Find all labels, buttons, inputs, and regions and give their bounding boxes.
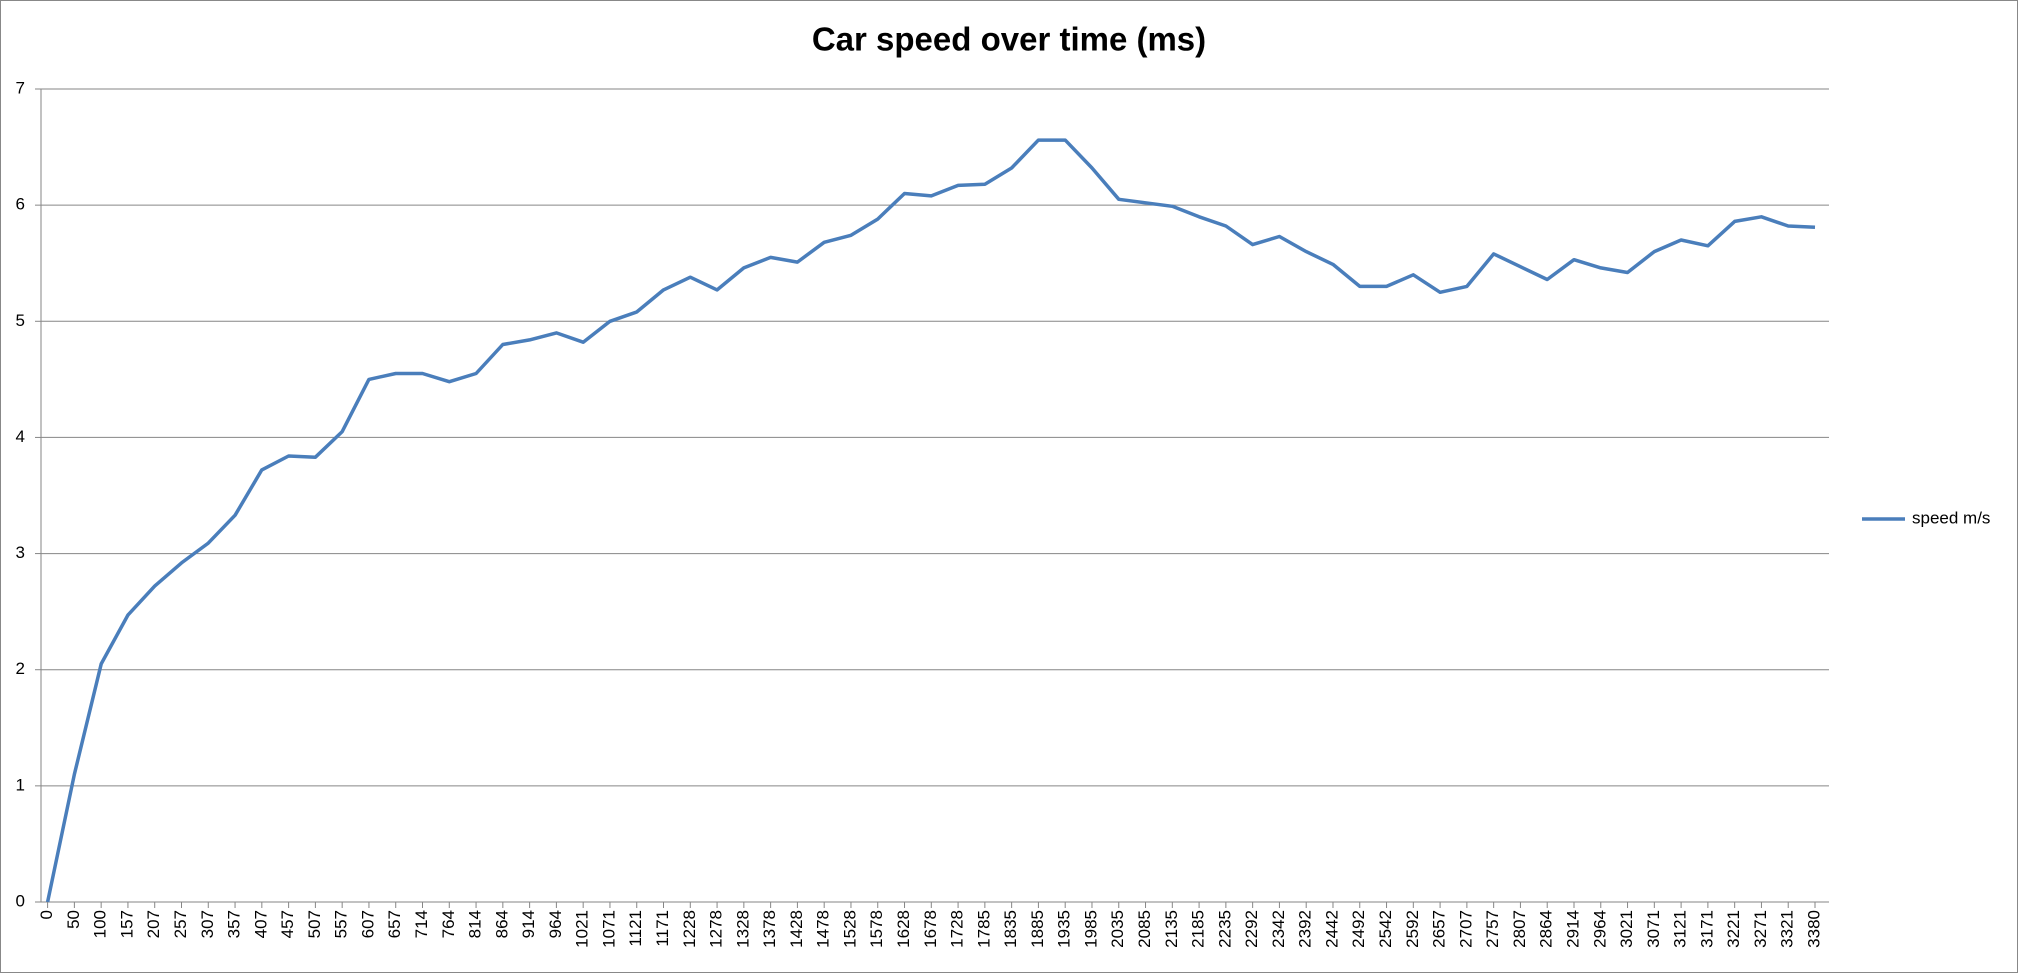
y-tick-label: 0 [16, 891, 25, 910]
y-tick-label: 2 [16, 659, 25, 678]
x-tick-label: 764 [439, 910, 458, 938]
x-tick-label: 0 [37, 910, 56, 919]
x-tick-label: 1478 [814, 910, 833, 948]
x-tick-label: 407 [251, 910, 270, 938]
x-tick-label: 1528 [840, 910, 859, 948]
x-tick-label: 607 [358, 910, 377, 938]
x-tick-label: 2707 [1456, 910, 1475, 948]
x-tick-label: 457 [278, 910, 297, 938]
x-tick-label: 1428 [787, 910, 806, 948]
series-line [45, 138, 1816, 903]
x-tick-label: 1071 [599, 910, 618, 948]
x-tick-label: 3171 [1697, 910, 1716, 948]
x-tick-label: 3380 [1804, 910, 1823, 948]
x-tick-label: 357 [225, 910, 244, 938]
x-tick-label: 914 [519, 910, 538, 938]
x-tick-label: 1171 [653, 910, 672, 947]
x-tick-label: 1985 [1081, 910, 1100, 948]
x-tick-label: 1378 [760, 910, 779, 948]
x-tick-label: 2442 [1322, 910, 1341, 948]
x-tick-label: 2035 [1108, 910, 1127, 948]
x-tick-label: 2085 [1135, 910, 1154, 948]
x-tick-label: 2135 [1162, 910, 1181, 948]
x-tick-label: 3221 [1724, 910, 1743, 948]
x-tick-label: 2964 [1590, 910, 1609, 948]
x-tick-label: 2592 [1403, 910, 1422, 948]
x-tick-label: 2542 [1376, 910, 1395, 948]
x-tick-label: 207 [144, 910, 163, 938]
x-tick-label: 557 [332, 910, 351, 938]
x-tick-label: 100 [91, 910, 110, 938]
x-tick-label: 1628 [894, 910, 913, 948]
y-tick-label: 6 [16, 195, 25, 214]
x-tick-label: 2342 [1269, 910, 1288, 948]
y-tick-label: 7 [16, 78, 25, 97]
x-tick-label: 714 [412, 910, 431, 938]
x-tick-label: 1578 [867, 910, 886, 948]
x-tick-label: 507 [305, 910, 324, 938]
x-tick-label: 2235 [1215, 910, 1234, 948]
x-tick-label: 2757 [1483, 910, 1502, 948]
x-tick-label: 964 [546, 910, 565, 938]
x-tick-label: 307 [198, 910, 217, 938]
x-tick-label: 1121 [626, 910, 645, 947]
y-tick-label: 3 [16, 543, 25, 562]
x-tick-label: 157 [117, 910, 136, 938]
x-tick-label: 864 [492, 910, 511, 938]
x-tick-label: 2185 [1189, 910, 1208, 948]
chart-title: Car speed over time (ms) [812, 21, 1206, 58]
x-tick-label: 1678 [921, 910, 940, 948]
x-tick-label: 3271 [1751, 910, 1770, 948]
y-tick-label: 5 [16, 311, 25, 330]
x-tick-label: 3321 [1778, 910, 1797, 948]
x-tick-label: 1328 [733, 910, 752, 948]
y-tick-label: 4 [16, 427, 25, 446]
x-tick-label: 50 [64, 910, 83, 929]
x-tick-label: 1785 [974, 910, 993, 948]
y-tick-label: 1 [16, 775, 25, 794]
x-tick-label: 814 [466, 910, 485, 938]
x-tick-label: 2914 [1563, 910, 1582, 948]
x-tick-label: 2492 [1349, 910, 1368, 948]
x-tick-label: 3071 [1644, 910, 1663, 948]
x-tick-label: 257 [171, 910, 190, 938]
x-tick-label: 2657 [1430, 910, 1449, 948]
legend-label: speed m/s [1912, 508, 1990, 527]
x-tick-label: 1021 [573, 910, 592, 948]
x-tick-label: 657 [385, 910, 404, 938]
x-tick-label: 2292 [1242, 910, 1261, 948]
x-tick-label: 3021 [1617, 910, 1636, 948]
x-tick-label: 2864 [1537, 910, 1556, 948]
x-tick-label: 1935 [1055, 910, 1074, 948]
x-tick-label: 1278 [707, 910, 726, 948]
x-tick-label: 2392 [1296, 910, 1315, 948]
x-tick-label: 1885 [1028, 910, 1047, 948]
x-tick-label: 1228 [680, 910, 699, 948]
x-tick-label: 1728 [948, 910, 967, 948]
x-tick-label: 3121 [1671, 910, 1690, 948]
x-tick-label: 1835 [1001, 910, 1020, 948]
x-tick-label: 2807 [1510, 910, 1529, 948]
